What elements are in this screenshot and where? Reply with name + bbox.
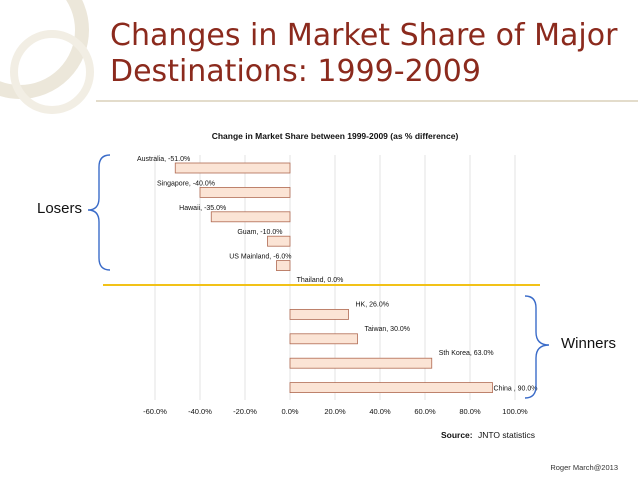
- source-prefix: Source:: [441, 430, 473, 440]
- x-tick-label: 100.0%: [502, 407, 528, 416]
- bar-data-label: Guam, -10.0%: [237, 229, 282, 236]
- bar-data-label: US Mainland, -6.0%: [229, 254, 291, 261]
- x-tick-label: 60.0%: [414, 407, 436, 416]
- bar: [289, 357, 433, 369]
- bar-data-label: Singapore, -40.0%: [157, 180, 215, 187]
- bar: [289, 308, 349, 320]
- x-tick-label: 40.0%: [369, 407, 391, 416]
- bar: [210, 211, 291, 223]
- x-tick-label: -40.0%: [188, 407, 212, 416]
- slide-title: Changes in Market Share of Major Destina…: [110, 18, 618, 89]
- bar-data-label: HK, 26.0%: [356, 301, 389, 308]
- losers-bracket: [87, 154, 111, 271]
- bar-data-label: Thailand, 0.0%: [297, 277, 344, 284]
- x-tick-label: 0.0%: [281, 407, 298, 416]
- winners-label: Winners: [561, 335, 617, 352]
- winners-bracket: [524, 295, 550, 399]
- bar: [174, 162, 291, 174]
- bar: [289, 382, 493, 394]
- bar-data-label: Sth Korea, 63.0%: [439, 350, 494, 357]
- source-text: JNTO statistics: [478, 430, 535, 440]
- losers-label: Losers: [37, 200, 83, 217]
- corner-decoration: [0, 0, 94, 114]
- bar-data-label: Hawaii, -35.0%: [179, 205, 226, 212]
- source-label: Source: JNTO statistics: [441, 430, 535, 440]
- bar: [199, 186, 291, 198]
- bar: [289, 333, 358, 345]
- bars: Australia, -51.0% Singapore, -40.0% Hawaii…: [137, 156, 538, 394]
- x-tick-label: -60.0%: [143, 407, 167, 416]
- footer-credit: Roger March@2013: [550, 463, 618, 472]
- bar: [267, 235, 291, 247]
- x-tick-label: -20.0%: [233, 407, 257, 416]
- bar-data-label: Taiwan, 30.0%: [365, 326, 411, 333]
- bar-data-label: Australia, -51.0%: [137, 156, 190, 163]
- x-tick-label: 20.0%: [324, 407, 346, 416]
- bar: [276, 260, 291, 272]
- decor-circle-small: [10, 30, 94, 114]
- bar-data-label: China , 90.0%: [494, 386, 538, 393]
- title-divider: [96, 100, 638, 102]
- chart-title: Change in Market Share between 1999-2009…: [212, 131, 459, 141]
- x-axis-ticks: -60.0% -40.0% -20.0% 0.0% 20.0% 40.0% 60.0% 80.…: [143, 407, 528, 416]
- x-tick-label: 80.0%: [459, 407, 481, 416]
